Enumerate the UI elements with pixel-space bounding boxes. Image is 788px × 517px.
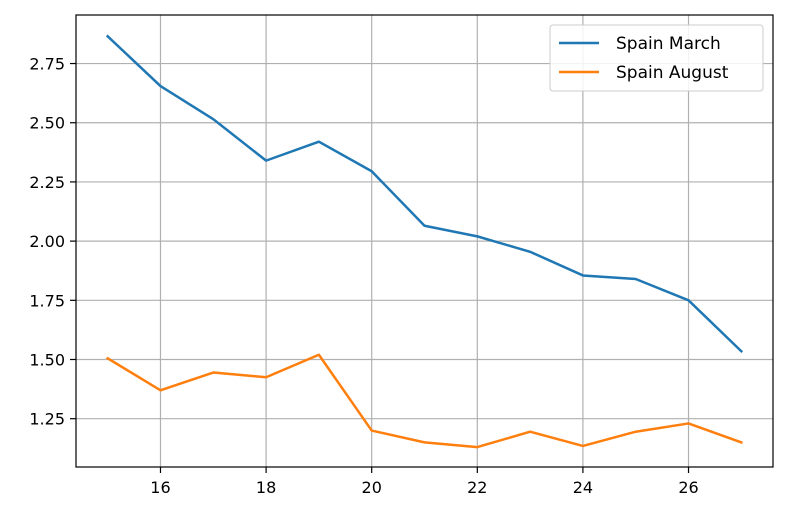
x-tick-label: 22 xyxy=(467,478,487,497)
y-tick-label: 2.00 xyxy=(29,232,65,251)
legend: Spain March Spain August xyxy=(549,24,764,92)
x-tick-label: 18 xyxy=(256,478,276,497)
ticks: 16 18 20 22 24 26 1.25 1.50 1.75 2.00 2.25 2.50 2.75 xyxy=(29,55,698,497)
x-tick-label: 26 xyxy=(678,478,698,497)
x-tick-label: 24 xyxy=(573,478,593,497)
x-tick-label: 16 xyxy=(150,478,170,497)
legend-label-spain-march: Spain March xyxy=(616,34,721,54)
legend-label-spain-august: Spain August xyxy=(616,63,729,83)
plot-frame xyxy=(75,14,774,468)
legend-box xyxy=(549,24,764,92)
grid xyxy=(76,15,773,467)
series-line-spain-august xyxy=(105,353,743,449)
y-tick-label: 1.25 xyxy=(29,410,65,429)
y-tick-label: 2.75 xyxy=(29,55,65,74)
x-tick-label: 20 xyxy=(362,478,382,497)
y-tick-label: 2.25 xyxy=(29,173,65,192)
y-tick-label: 2.50 xyxy=(29,114,65,133)
series-line-spain-march xyxy=(105,34,744,353)
y-tick-label: 1.75 xyxy=(29,291,65,310)
y-tick-label: 1.50 xyxy=(29,351,65,370)
series-layer xyxy=(105,34,744,449)
